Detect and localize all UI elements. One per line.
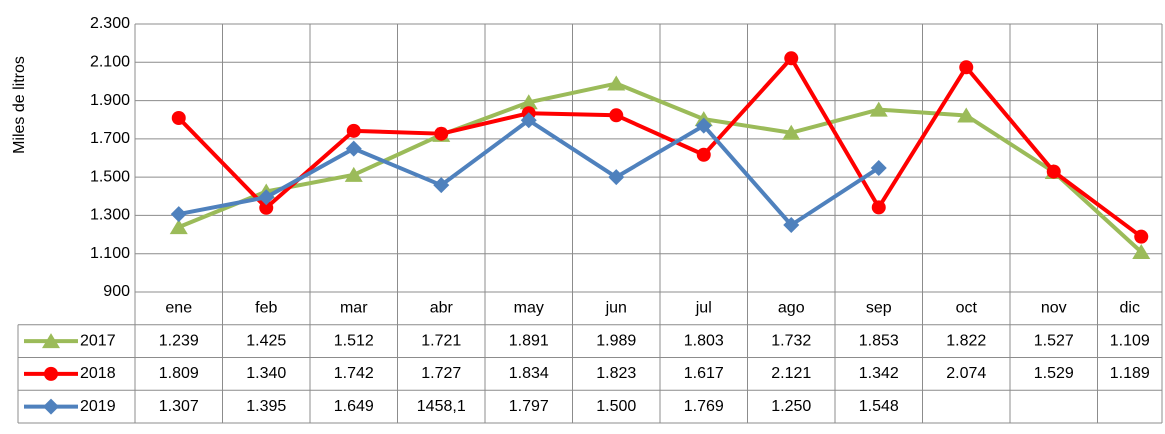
x-tick-label: sep [866, 300, 892, 317]
data-point [519, 94, 538, 110]
table-cell: 1.239 [159, 332, 199, 349]
series-line [177, 56, 1143, 239]
table-cell: 1.529 [1034, 365, 1074, 382]
data-point [344, 166, 363, 182]
table-cell: 1.823 [596, 365, 636, 382]
data-point [520, 112, 537, 129]
x-tick-label: jun [605, 300, 627, 317]
data-point [957, 107, 976, 123]
y-tick-label: 2.100 [90, 54, 130, 71]
y-tick-label: 1.900 [90, 92, 130, 109]
legend-marker [44, 366, 58, 381]
table-cell: 2.121 [771, 365, 811, 382]
table-cell: 1.342 [859, 365, 899, 382]
table-cell: 1.617 [684, 365, 724, 382]
y-tick-label: 2.300 [90, 15, 130, 32]
y-tick-label: 1.300 [90, 207, 130, 224]
legend-marker [43, 398, 59, 415]
data-point [258, 189, 275, 206]
table-cell: 1.395 [246, 398, 286, 415]
table-cell: 1.822 [946, 332, 986, 349]
table-cell: 1.803 [684, 332, 724, 349]
data-point [696, 147, 711, 162]
table-cell: 1.527 [1034, 332, 1074, 349]
data-point [171, 110, 186, 125]
y-tick-label: 1.700 [90, 130, 130, 147]
y-axis-label: Miles de litros [11, 56, 28, 154]
x-tick-label: nov [1041, 300, 1067, 317]
table-cell: 1.797 [509, 398, 549, 415]
legend-label: 2017 [80, 332, 116, 349]
data-point [1046, 164, 1061, 179]
y-tick-label: 900 [103, 283, 130, 300]
data-point [1132, 243, 1151, 259]
x-tick-label: ene [165, 300, 192, 317]
legend-label: 2018 [80, 365, 116, 382]
data-point [345, 140, 362, 157]
data-point [783, 217, 800, 233]
data-point [870, 159, 887, 176]
data-point [609, 108, 624, 123]
table-cell: 1458,1 [417, 398, 466, 415]
table-cell: 1.649 [334, 398, 374, 415]
x-tick-label: ago [778, 300, 805, 317]
table-cell: 1.853 [859, 332, 899, 349]
table-cell: 1.425 [246, 332, 286, 349]
x-tick-label: may [514, 300, 544, 317]
legend-marker [42, 333, 60, 349]
x-tick-label: feb [255, 300, 277, 317]
data-point [782, 124, 801, 140]
table-cell: 1.512 [334, 332, 374, 349]
table-cell: 1.732 [771, 332, 811, 349]
table-cell: 1.742 [334, 365, 374, 382]
x-tick-label: oct [956, 300, 978, 317]
table-cell: 1.500 [596, 398, 636, 415]
table-cell: 1.340 [246, 365, 286, 382]
data-point [1134, 229, 1149, 244]
table-cell: 1.989 [596, 332, 636, 349]
table-cell: 2.074 [946, 365, 986, 382]
table-cell: 1.809 [159, 365, 199, 382]
data-point [169, 219, 188, 235]
data-point [784, 51, 799, 66]
table-cell: 1.189 [1110, 365, 1150, 382]
legend-label: 2019 [80, 398, 116, 415]
x-tick-label: abr [430, 300, 454, 317]
x-tick-label: dic [1120, 300, 1140, 317]
data-point [871, 200, 886, 215]
table-cell: 1.727 [421, 365, 461, 382]
data-point [695, 117, 712, 134]
data-point [869, 101, 888, 117]
table-cell: 1.109 [1110, 332, 1150, 349]
data-point [170, 206, 187, 223]
data-point [608, 169, 625, 186]
data-point [959, 60, 974, 75]
x-tick-label: jul [695, 300, 712, 317]
table-cell: 1.891 [509, 332, 549, 349]
table-cell: 1.834 [509, 365, 549, 382]
data-point [607, 75, 626, 91]
data-point [434, 126, 449, 141]
data-point [346, 123, 361, 138]
table-cell: 1.721 [421, 332, 461, 349]
table-cell: 1.548 [859, 398, 899, 415]
table-cell: 1.250 [771, 398, 811, 415]
data-point [259, 200, 274, 215]
series-line [178, 118, 880, 227]
data-point [433, 177, 450, 194]
y-tick-label: 1.500 [90, 168, 130, 185]
table-cell: 1.307 [159, 398, 199, 415]
table-cell: 1.769 [684, 398, 724, 415]
x-tick-label: mar [340, 300, 368, 317]
y-tick-label: 1.100 [90, 245, 130, 262]
series-line [177, 81, 1143, 254]
